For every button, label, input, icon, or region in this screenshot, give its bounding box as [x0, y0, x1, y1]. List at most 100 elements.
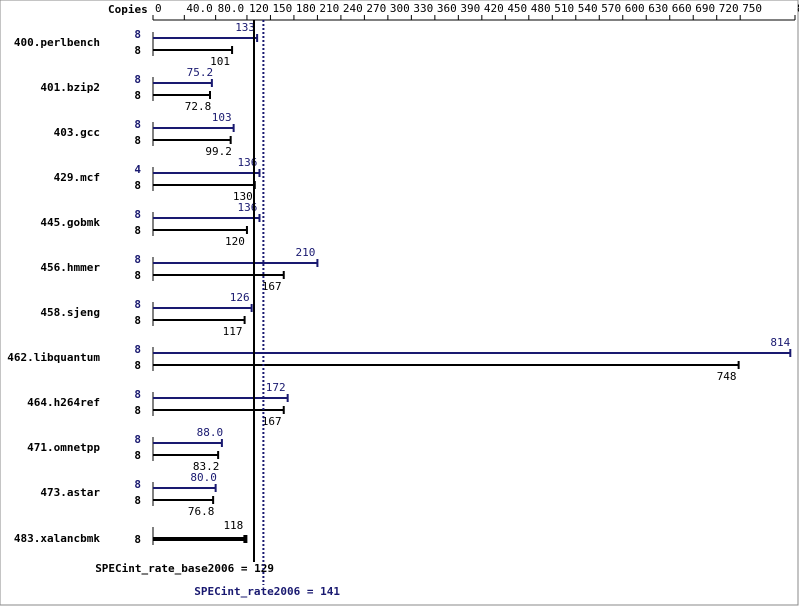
bar	[153, 124, 235, 132]
x-tick-label: 120	[249, 2, 269, 15]
x-tick-label: 210	[319, 2, 339, 15]
copies-label: 8	[134, 44, 141, 57]
x-tick-label: 600	[625, 2, 645, 15]
category-label: 458.sjeng	[40, 306, 100, 319]
value-label: 814	[770, 336, 790, 349]
bar	[153, 439, 223, 447]
bar	[153, 484, 217, 492]
x-tick-label: 0	[155, 2, 162, 15]
value-label: 167	[262, 280, 282, 293]
bar	[153, 46, 234, 54]
category-label: 462.libquantum	[7, 351, 100, 364]
value-label: 80.0	[190, 471, 217, 484]
bar	[153, 214, 261, 222]
bar	[153, 361, 740, 369]
value-label: 172	[266, 381, 286, 394]
x-tick-label: 450	[507, 2, 527, 15]
value-label: 136	[238, 156, 258, 169]
value-label: 101	[210, 55, 230, 68]
copies-label: 8	[134, 224, 141, 237]
x-tick-label: 720	[719, 2, 739, 15]
category-label: 464.h264ref	[27, 396, 100, 409]
x-tick-label: 630	[648, 2, 668, 15]
copies-label: 8	[134, 253, 141, 266]
copies-label: 8	[134, 494, 141, 507]
x-tick-label: 40.0	[186, 2, 213, 15]
x-tick-label: 270	[366, 2, 386, 15]
copies-label: 8	[134, 533, 141, 546]
x-tick-label: 330	[413, 2, 433, 15]
value-label: 748	[717, 370, 737, 383]
value-label: 120	[225, 235, 245, 248]
copies-label: 8	[134, 359, 141, 372]
copies-label: 8	[134, 449, 141, 462]
bar	[153, 349, 792, 357]
copies-label: 8	[134, 208, 141, 221]
x-tick-label: 300	[390, 2, 410, 15]
x-tick-label: 570	[601, 2, 621, 15]
x-tick-label: 420	[484, 2, 504, 15]
copies-label: 8	[134, 269, 141, 282]
bar	[153, 169, 261, 177]
bar	[153, 451, 220, 459]
copies-label: 8	[134, 89, 141, 102]
x-tick-label: 690	[695, 2, 715, 15]
bar	[153, 496, 215, 504]
bar	[153, 79, 213, 87]
x-tick-label: 510	[554, 2, 574, 15]
bar	[153, 34, 259, 42]
bar	[153, 271, 285, 279]
x-tick-label: 750	[742, 2, 762, 15]
bar	[153, 535, 248, 543]
value-label: 75.2	[187, 66, 214, 79]
value-label: 83.2	[193, 460, 220, 473]
reference-label: SPECint_rate_base2006 = 129	[95, 562, 274, 575]
copies-label: 8	[134, 478, 141, 491]
x-tick-label: 390	[460, 2, 480, 15]
x-tick-label: 540	[578, 2, 598, 15]
x-tick-label: 80.0	[218, 2, 245, 15]
axis-label: Copies	[108, 3, 148, 16]
x-tick-label: 660	[672, 2, 692, 15]
value-label: 167	[262, 415, 282, 428]
bar	[153, 304, 253, 312]
copies-label: 8	[134, 28, 141, 41]
category-label: 400.perlbench	[14, 36, 100, 49]
category-label: 473.astar	[40, 486, 100, 499]
category-label: 456.hmmer	[40, 261, 100, 274]
x-tick-label: 150	[272, 2, 292, 15]
category-label: 429.mcf	[54, 171, 100, 184]
x-tick-label: 820	[797, 2, 799, 15]
bar	[153, 316, 246, 324]
category-label: 471.omnetpp	[27, 441, 100, 454]
copies-label: 8	[134, 404, 141, 417]
bar	[153, 91, 211, 99]
x-tick-label: 360	[437, 2, 457, 15]
category-label: 401.bzip2	[40, 81, 100, 94]
copies-label: 8	[134, 179, 141, 192]
copies-label: 8	[134, 314, 141, 327]
x-tick-label: 480	[531, 2, 551, 15]
copies-label: 8	[134, 388, 141, 401]
reference-label: SPECint_rate2006 = 141	[194, 585, 340, 598]
bar	[153, 259, 319, 267]
bar	[153, 406, 285, 414]
x-tick-label: 180	[296, 2, 316, 15]
copies-label: 8	[134, 343, 141, 356]
value-label: 210	[295, 246, 315, 259]
copies-label: 8	[134, 134, 141, 147]
copies-label: 8	[134, 298, 141, 311]
copies-label: 8	[134, 433, 141, 446]
value-label: 99.2	[205, 145, 232, 158]
value-label: 133	[235, 21, 255, 34]
bar	[153, 136, 232, 144]
x-tick-label: 240	[343, 2, 363, 15]
bar	[153, 226, 248, 234]
value-label: 136	[238, 201, 258, 214]
value-label: 72.8	[185, 100, 212, 113]
category-label: 483.xalancbmk	[14, 532, 100, 545]
copies-label: 8	[134, 73, 141, 86]
bar	[153, 394, 289, 402]
